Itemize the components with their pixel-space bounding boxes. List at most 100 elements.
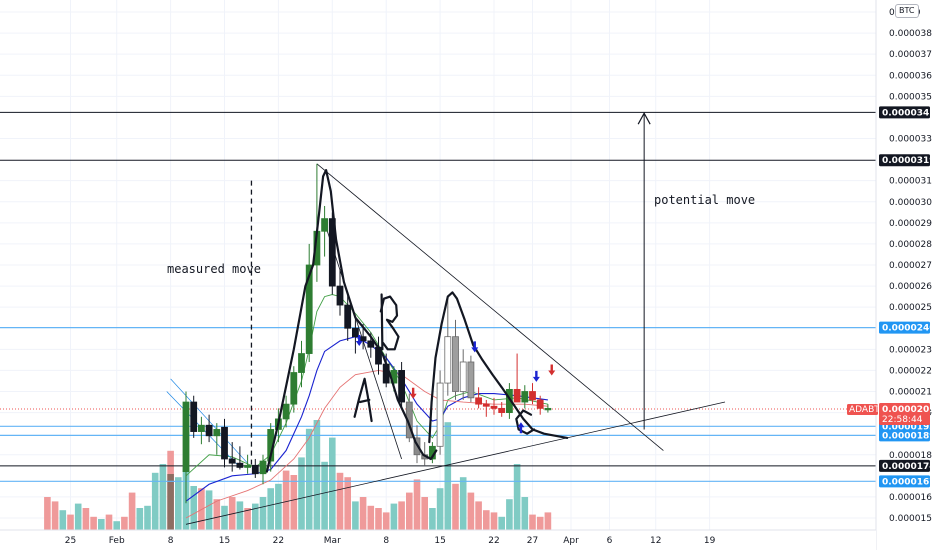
volume-bar — [544, 512, 552, 530]
candle-body — [236, 462, 244, 468]
hand-drawn-stroke — [380, 293, 384, 351]
hand-drawn-stroke — [353, 377, 373, 423]
down-arrow-icon — [471, 341, 479, 353]
candle-body — [436, 382, 444, 447]
candle-body — [398, 370, 406, 403]
volume-bar — [213, 499, 221, 530]
down-arrow-icon — [532, 370, 540, 382]
candle-body — [452, 336, 459, 392]
current-price-label: 0.00002017 — [882, 405, 932, 415]
volume-bar — [536, 516, 544, 530]
volume-bar — [267, 488, 274, 530]
currency-badge[interactable]: BTC — [895, 4, 919, 18]
volume-bar — [452, 483, 459, 530]
price-label-background — [879, 429, 930, 442]
countdown-label: 22:58:44 — [882, 415, 923, 425]
price-label: 0.00001892 — [882, 431, 932, 441]
volume-bar — [259, 497, 267, 530]
price-tick-label: 0.00003600 — [889, 71, 932, 81]
candle-body — [536, 399, 544, 409]
price-tick-label: 0.00002800 — [889, 240, 932, 250]
volume-bar — [459, 477, 467, 530]
volume-bar — [421, 497, 428, 530]
volume-bar — [67, 514, 74, 530]
candle-body — [467, 361, 475, 399]
volume-bar — [51, 501, 59, 530]
time-tick-label: 22 — [488, 536, 499, 546]
candle-body — [529, 391, 536, 401]
grid — [0, 0, 876, 530]
price-label-background — [879, 459, 930, 472]
price-tick-label: 0.00002300 — [889, 345, 932, 355]
candle-body — [544, 407, 552, 411]
volume-bar — [359, 497, 367, 530]
down-arrow-icon — [548, 364, 556, 376]
volume-bar — [190, 486, 197, 530]
candle-body — [482, 403, 490, 407]
candle-body — [282, 403, 290, 420]
price-tick-label: 0.00003500 — [889, 92, 932, 102]
volume-bar — [90, 516, 97, 530]
volume-bar — [98, 519, 105, 530]
candle-body — [321, 218, 329, 232]
volume-bar — [298, 457, 305, 530]
candle-body — [444, 336, 452, 384]
candle-body — [475, 397, 483, 405]
trendline — [316, 163, 664, 451]
candle-body — [328, 218, 336, 287]
price-label: 0.00001674 — [882, 477, 932, 487]
volume-bar — [167, 474, 174, 530]
time-tick-label: 15 — [434, 536, 445, 546]
price-tick-label: 0.00001500 — [889, 514, 932, 524]
volume-bar — [352, 501, 359, 530]
price-tick-label: 0.00002900 — [889, 219, 932, 229]
symbol-tag-background — [847, 403, 878, 415]
up-arrow-icon — [517, 422, 525, 434]
price-tick-label: 0.00002600 — [889, 282, 932, 292]
down-arrow-icon — [409, 387, 417, 399]
volume-bar — [467, 492, 475, 530]
volume-bar — [375, 508, 382, 530]
volume-bar — [444, 422, 452, 530]
candle-body — [351, 327, 359, 338]
time-tick-label: Feb — [109, 536, 125, 546]
price-label-background — [879, 321, 930, 334]
hand-drawn-stroke — [379, 295, 400, 351]
time-tick-label: 8 — [168, 536, 174, 546]
volume-bar — [483, 510, 490, 530]
time-axis[interactable]: 25 Feb 8 15 22 Mar 8 15 22 27 Apr 6 12 19 — [0, 529, 876, 550]
candle-body — [305, 264, 313, 354]
candle-body — [490, 405, 498, 409]
volume-bar — [344, 477, 351, 530]
hand-drawn-stroke — [515, 409, 536, 435]
candle-body — [182, 401, 190, 473]
volume-bar — [305, 428, 313, 530]
volume-bar — [159, 464, 167, 530]
candle-body — [359, 336, 367, 342]
volume-bar — [513, 464, 521, 530]
candle-body — [197, 424, 205, 432]
candle-body — [228, 458, 236, 464]
volume-bar — [113, 521, 120, 530]
time-tick-label: Mar — [324, 536, 341, 546]
volume-bar — [436, 488, 444, 530]
signal-arrows — [355, 335, 556, 434]
volume-bar — [290, 475, 298, 530]
volume-bar — [382, 512, 390, 530]
price-label: 0.00001935 — [882, 422, 932, 432]
price-label: 0.00003197 — [882, 156, 932, 166]
volume-bar — [313, 420, 321, 530]
volume-bar — [529, 514, 536, 530]
volume-bar — [329, 437, 336, 530]
price-label: 0.00001747 — [882, 462, 932, 472]
time-tick-label: 19 — [704, 536, 716, 546]
candle-body — [244, 464, 252, 468]
time-tick-label: Apr — [563, 536, 579, 546]
candle-body — [367, 340, 375, 348]
volume-bar — [321, 461, 328, 530]
price-tick-label: 0.00002100 — [889, 388, 932, 398]
candle-body — [251, 464, 259, 475]
time-tick-label: 15 — [219, 536, 230, 546]
volume-bar — [59, 510, 67, 530]
